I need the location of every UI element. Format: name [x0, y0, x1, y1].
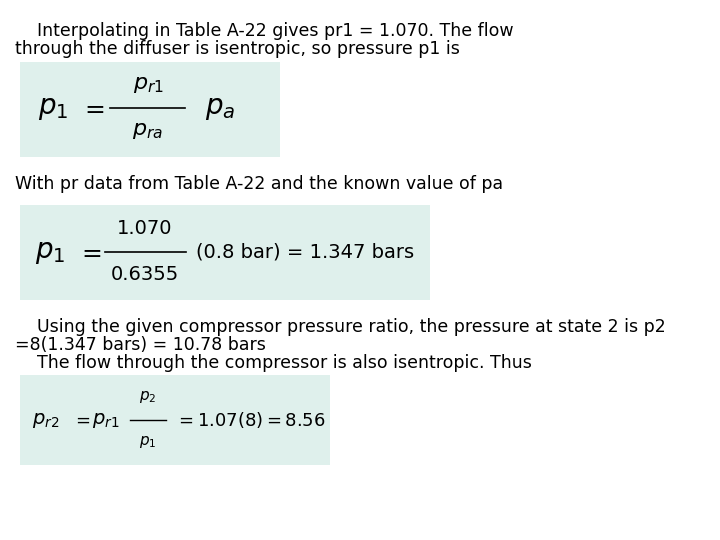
Text: $p_{ra}$: $p_{ra}$: [132, 121, 163, 141]
Text: $=$: $=$: [77, 240, 102, 264]
Text: =8(1.347 bars) = 10.78 bars: =8(1.347 bars) = 10.78 bars: [15, 336, 266, 354]
Text: The flow through the compressor is also isentropic. Thus: The flow through the compressor is also …: [15, 354, 532, 372]
Text: $p_2$: $p_2$: [139, 389, 157, 405]
FancyBboxPatch shape: [20, 62, 280, 157]
Text: $=$: $=$: [72, 411, 91, 429]
Text: 1.070: 1.070: [117, 219, 173, 239]
Text: $p_1$: $p_1$: [38, 94, 68, 122]
Text: $=$: $=$: [80, 96, 105, 120]
FancyBboxPatch shape: [20, 375, 330, 465]
Text: 0.6355: 0.6355: [111, 266, 179, 285]
Text: (0.8 bar) = 1.347 bars: (0.8 bar) = 1.347 bars: [196, 242, 414, 261]
Text: $= 1.07(8) = 8.56$: $= 1.07(8) = 8.56$: [175, 410, 325, 430]
Text: $p_{r2}$: $p_{r2}$: [32, 410, 59, 429]
Text: $p_{r1}$: $p_{r1}$: [92, 410, 120, 429]
Text: through the diffuser is isentropic, so pressure p1 is: through the diffuser is isentropic, so p…: [15, 40, 460, 58]
Text: $p_a$: $p_a$: [205, 94, 235, 122]
FancyBboxPatch shape: [20, 205, 430, 300]
Text: Interpolating in Table A-22 gives pr1 = 1.070. The flow: Interpolating in Table A-22 gives pr1 = …: [15, 22, 513, 40]
Text: Using the given compressor pressure ratio, the pressure at state 2 is p2: Using the given compressor pressure rati…: [15, 318, 666, 336]
Text: $p_1$: $p_1$: [139, 434, 157, 450]
Text: $p_1$: $p_1$: [35, 238, 66, 266]
Text: $p_{r1}$: $p_{r1}$: [132, 75, 163, 95]
Text: With pr data from Table A-22 and the known value of pa: With pr data from Table A-22 and the kno…: [15, 175, 503, 193]
